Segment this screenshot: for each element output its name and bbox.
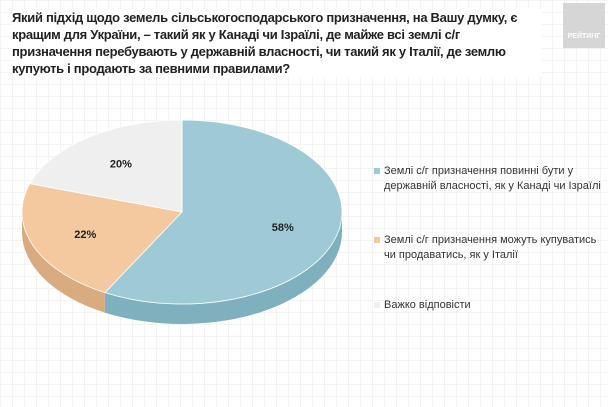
rating-logo: РЕЙТИНГ [563, 3, 605, 48]
pie-side-1 [22, 212, 105, 313]
pie-slice-0 [104, 119, 343, 305]
legend-swatch [374, 302, 380, 308]
legend-item-hard-to-say: Важко відповісти [374, 298, 604, 313]
data-label-1: 22% [74, 229, 96, 241]
pie-slice-1 [21, 183, 183, 294]
legend-label: Важко відповісти [384, 299, 471, 311]
data-label-2: 20% [110, 159, 132, 171]
legend-label: Землі с/г призначення можуть купуватись … [384, 234, 597, 261]
legend-item-state-ownership: Землі с/г призначення повинні бути у дер… [374, 164, 604, 194]
pie-side-0 [104, 212, 343, 324]
legend-label: Землі с/г призначення повинні бути у дер… [384, 165, 601, 192]
pie-slice-2 [29, 119, 183, 213]
legend-swatch [374, 237, 380, 243]
legend-item-market: Землі с/г призначення можуть купуватись … [374, 233, 604, 263]
legend-swatch [374, 168, 380, 174]
data-label-0: 58% [272, 222, 294, 234]
chart-title: Який підхід щодо земель сільськогосподар… [12, 9, 542, 77]
